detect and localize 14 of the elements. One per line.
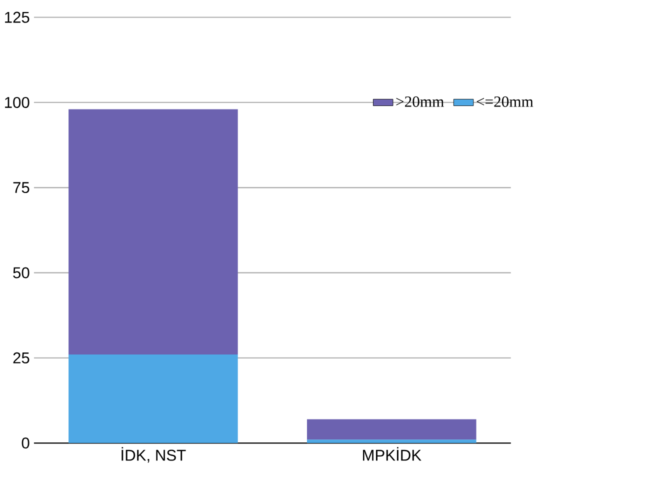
y-tick-label: 100 — [5, 97, 30, 108]
legend-label: <=20mm — [476, 96, 534, 108]
x-tick-label: İDK, NST — [122, 447, 186, 463]
y-tick-label: 0 — [22, 438, 30, 449]
legend-label: >20mm — [396, 96, 444, 108]
y-tick-label: 125 — [5, 12, 30, 24]
bar — [306, 440, 476, 444]
y-tick-label: 75 — [13, 182, 30, 194]
bar — [68, 109, 238, 355]
x-tick-label: MPKİDK — [362, 447, 422, 461]
y-tick-label: 50 — [13, 267, 30, 278]
bar — [306, 419, 476, 440]
bar — [68, 354, 238, 444]
y-tick-label: 25 — [13, 352, 30, 364]
